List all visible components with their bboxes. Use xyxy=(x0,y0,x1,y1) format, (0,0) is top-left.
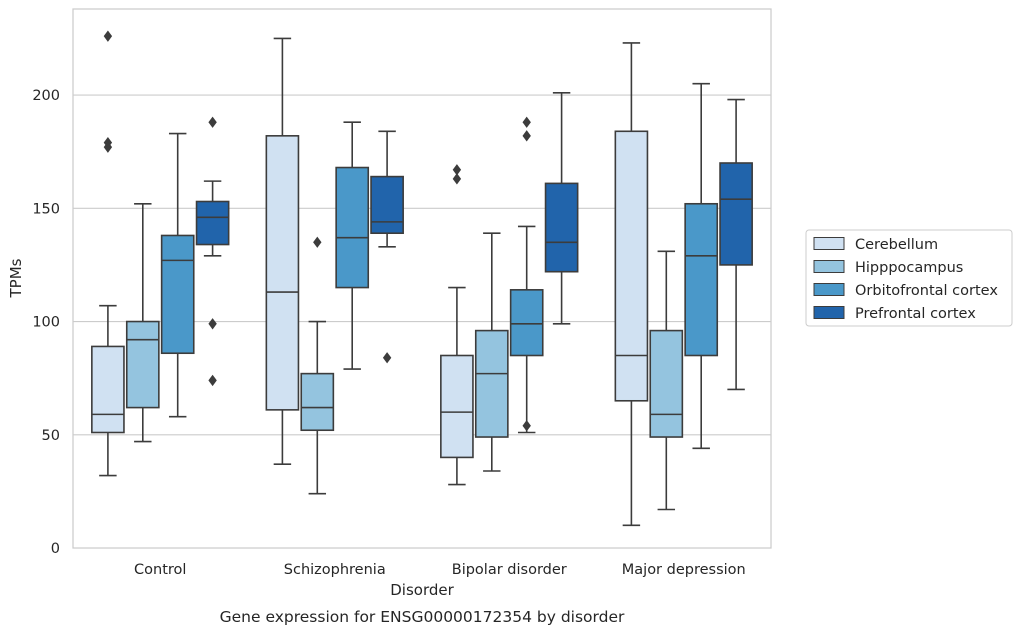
box-hipppocampus xyxy=(300,236,335,495)
box-cerebellum xyxy=(91,30,125,477)
box-iqr xyxy=(509,289,544,357)
outlier-point xyxy=(382,352,392,364)
tick-labels: 0 50 100 150 200 Control Schizophrenia Bipolar … xyxy=(32,88,745,578)
box-hipppocampus xyxy=(125,202,160,443)
legend-label: Orbitofrontal cortex xyxy=(855,283,998,299)
outlier-point xyxy=(452,164,462,176)
box-iqr xyxy=(265,135,300,411)
y-tick-label: 150 xyxy=(32,201,60,217)
y-tick-label: 200 xyxy=(32,88,60,104)
box-prefrontal-cortex xyxy=(719,98,753,391)
box-cerebellum xyxy=(440,164,474,486)
box-orbitofrontal-cortex xyxy=(684,82,719,450)
box-iqr xyxy=(160,234,195,355)
outlier-point xyxy=(208,318,217,330)
chart-caption: Gene expression for ENSG00000172354 by d… xyxy=(220,608,625,626)
box-iqr xyxy=(91,345,125,434)
y-tick-label: 0 xyxy=(51,541,60,557)
axes xyxy=(72,8,772,549)
box-iqr xyxy=(614,130,649,402)
box-iqr xyxy=(370,175,404,235)
legend-label: Hipppocampus xyxy=(855,260,963,276)
box-iqr xyxy=(125,320,160,409)
outlier-point xyxy=(208,116,217,128)
box-prefrontal-cortex xyxy=(544,91,579,325)
outlier-point xyxy=(522,420,531,432)
y-axis-label: TPMs xyxy=(7,258,25,298)
outlier-point xyxy=(452,173,462,185)
outlier-point xyxy=(522,116,531,128)
box-prefrontal-cortex xyxy=(195,116,230,387)
x-axis-label: Disorder xyxy=(390,581,454,599)
box-orbitofrontal-cortex xyxy=(335,121,370,370)
box-orbitofrontal-cortex xyxy=(509,116,544,434)
legend-swatch xyxy=(813,260,845,273)
box-iqr xyxy=(684,202,719,357)
box-hipppocampus xyxy=(474,232,509,472)
box-iqr xyxy=(474,329,509,438)
x-tick-label: Schizophrenia xyxy=(284,562,386,578)
legend-swatch xyxy=(813,237,845,250)
box-iqr xyxy=(335,166,370,289)
box-hipppocampus xyxy=(649,250,684,511)
plot-frame xyxy=(72,8,772,549)
x-tick-label: Bipolar disorder xyxy=(452,562,567,578)
outlier-point xyxy=(103,141,113,153)
y-tick-label: 100 xyxy=(32,315,60,331)
x-tick-label: Major depression xyxy=(622,562,746,578)
y-tick-label: 50 xyxy=(42,428,60,444)
box-series xyxy=(91,30,753,527)
box-iqr xyxy=(440,354,474,459)
legend-label: Cerebellum xyxy=(855,237,938,253)
outlier-point xyxy=(103,30,113,42)
box-iqr xyxy=(195,200,230,246)
legend: Cerebellum Hipppocampus Orbitofrontal cort… xyxy=(805,229,1013,327)
box-iqr xyxy=(719,162,753,266)
outlier-point xyxy=(522,130,531,142)
box-orbitofrontal-cortex xyxy=(160,132,195,418)
box-cerebellum xyxy=(265,37,300,466)
box-cerebellum xyxy=(614,42,649,527)
legend-swatch xyxy=(813,306,845,319)
outlier-point xyxy=(208,374,217,387)
outlier-point xyxy=(313,236,322,248)
box-iqr xyxy=(649,329,684,438)
legend-swatch xyxy=(813,283,845,296)
x-tick-label: Control xyxy=(134,562,186,578)
box-iqr xyxy=(544,182,579,273)
legend-label: Prefrontal cortex xyxy=(855,306,976,322)
box-prefrontal-cortex xyxy=(370,130,404,364)
box-iqr xyxy=(300,372,335,432)
legend-frame xyxy=(805,229,1013,327)
